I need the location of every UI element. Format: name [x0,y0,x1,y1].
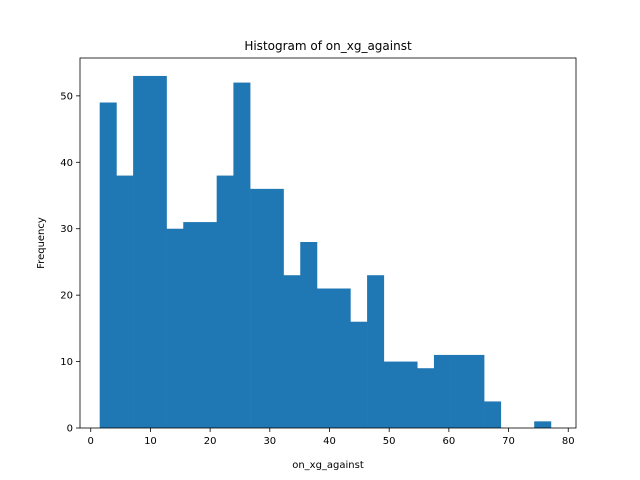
histogram-bar-11 [283,275,301,428]
histogram-bar-16 [367,275,385,428]
x-tick-label-6: 60 [442,436,455,447]
histogram-bar-14 [333,288,351,428]
histogram-bar-17 [383,361,401,428]
y-axis-ticks: 0 10 20 30 40 50 [60,91,80,435]
x-axis-ticks: 0 10 20 30 40 50 60 70 80 [88,428,575,447]
x-tick-label-7: 70 [502,436,515,447]
histogram-bar-15 [350,321,368,428]
y-tick-label-3: 30 [60,224,73,235]
histogram-bar-10 [266,188,284,428]
histogram-bar-4 [166,228,184,428]
histogram-bar-2 [133,75,151,428]
x-tick-label-4: 40 [323,436,336,447]
chart-title: Histogram of on_xg_against [244,39,412,53]
axes-frame [79,57,577,429]
y-tick-label-4: 40 [60,158,73,169]
histogram-bar-3 [149,75,167,428]
histogram-bar-13 [316,288,334,428]
histogram-bar-8 [233,82,251,428]
y-tick-label-0: 0 [67,424,73,435]
histogram-bar-7 [216,175,234,428]
histogram-bar-12 [300,242,318,428]
histogram-bar-0 [99,102,117,428]
x-axis-label: on_xg_against [292,460,364,471]
x-tick-label-0: 0 [88,436,94,447]
y-tick-label-1: 10 [60,357,73,368]
histogram-bar-18 [400,361,418,428]
histogram-bar-5 [183,222,201,428]
y-tick-label-5: 50 [60,91,73,102]
x-tick-label-1: 10 [144,436,157,447]
histogram-bar-19 [417,368,435,428]
y-tick-label-2: 20 [60,291,73,302]
histogram-bar-6 [199,222,217,428]
histogram-bar-26 [534,421,552,428]
y-axis-label: Frequency [36,217,47,269]
histogram-bar-1 [116,175,134,428]
x-tick-label-2: 20 [204,436,217,447]
histogram-bar-9 [250,188,268,428]
bars-group [99,75,552,428]
x-tick-label-5: 50 [383,436,396,447]
x-tick-label-8: 80 [562,436,575,447]
histogram-bar-22 [467,354,485,428]
histogram-bar-20 [433,354,451,428]
histogram-bar-21 [450,354,468,428]
histogram-bar-23 [484,401,502,428]
x-tick-label-3: 30 [263,436,276,447]
